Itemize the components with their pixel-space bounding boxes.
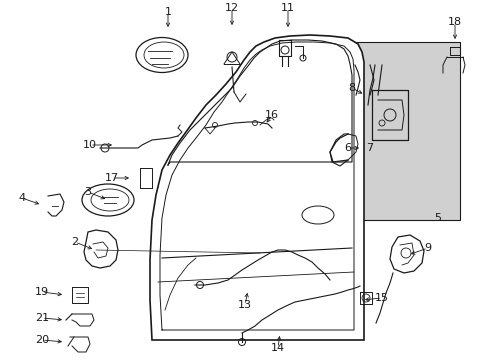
Text: 14: 14	[270, 343, 285, 353]
Text: 7: 7	[366, 143, 373, 153]
Text: 17: 17	[105, 173, 119, 183]
Text: 19: 19	[35, 287, 49, 297]
Text: 20: 20	[35, 335, 49, 345]
Text: 4: 4	[19, 193, 25, 203]
Text: 9: 9	[424, 243, 431, 253]
Polygon shape	[84, 230, 118, 268]
Text: 8: 8	[348, 83, 355, 93]
Polygon shape	[150, 35, 363, 340]
Text: 21: 21	[35, 313, 49, 323]
Text: 13: 13	[238, 300, 251, 310]
Text: 12: 12	[224, 3, 239, 13]
Text: 18: 18	[447, 17, 461, 27]
Text: 1: 1	[164, 7, 171, 17]
Polygon shape	[389, 235, 423, 273]
Text: 2: 2	[71, 237, 79, 247]
Text: 3: 3	[84, 187, 91, 197]
Text: 15: 15	[374, 293, 388, 303]
Text: 16: 16	[264, 110, 279, 120]
Text: 5: 5	[434, 213, 441, 223]
Text: 6: 6	[344, 143, 351, 153]
Text: 11: 11	[281, 3, 294, 13]
Bar	[321, 42, 459, 220]
Text: 10: 10	[83, 140, 97, 150]
